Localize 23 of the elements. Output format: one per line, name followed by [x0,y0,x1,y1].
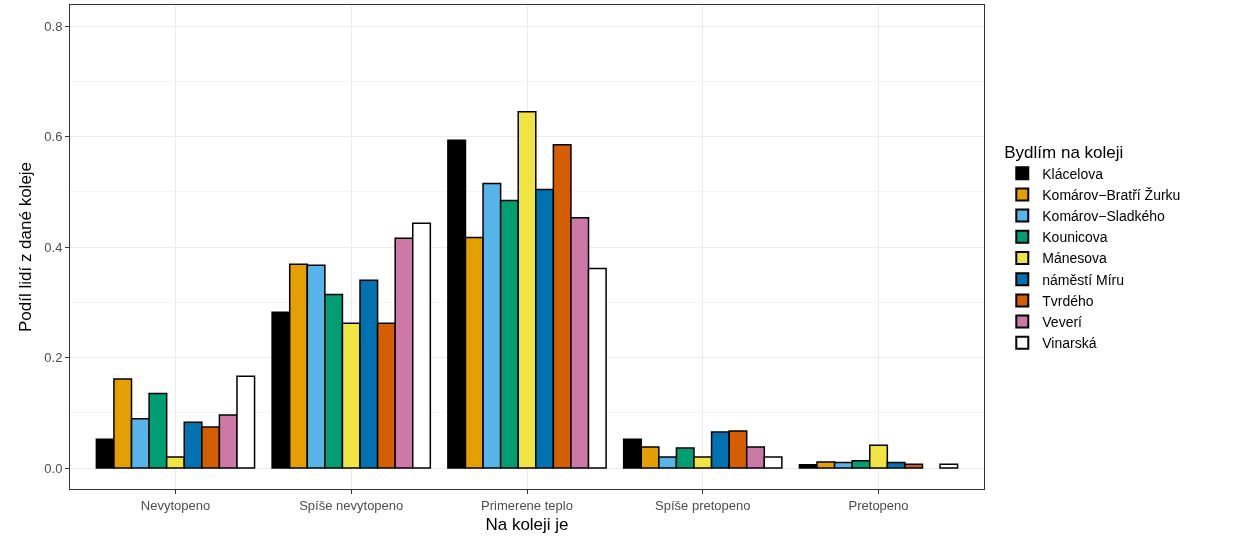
y-tick-label: 0.0 [44,460,63,476]
legend-label: Mánesova [1042,250,1108,267]
legend-label: Vinarská [1042,335,1097,352]
y-axis-title: Podíl lidí z dané koleje [15,161,35,333]
legend-label: Komárov−Bratří Žurku [1042,186,1181,203]
legend-label: náměstí Míru [1042,271,1124,288]
y-tick-label: 0.6 [44,129,63,145]
legend-label: Veverí [1042,314,1083,331]
legend-label: Kounicova [1042,229,1108,246]
y-tick-label: 0.4 [44,239,63,255]
x-tick-label: Spíše nevytopeno [299,497,404,513]
y-tick-label: 0.2 [44,350,63,366]
x-tick-label: Primerene teplo [481,497,573,513]
y-tick-label: 0.8 [44,18,63,34]
x-tick-label: Nevytopeno [140,497,211,513]
legend-title: Bydlím na koleji [1004,142,1124,162]
x-axis-title: Na koleji je [485,515,569,534]
legend-label: Tvrdého [1042,292,1094,309]
legend-label: Klácelova [1042,165,1104,182]
x-tick-label: Spíše pretopeno [655,497,751,513]
legend-label: Komárov−Sladkého [1042,208,1166,225]
x-tick-label: Pretopeno [848,497,909,513]
bar [939,463,959,469]
